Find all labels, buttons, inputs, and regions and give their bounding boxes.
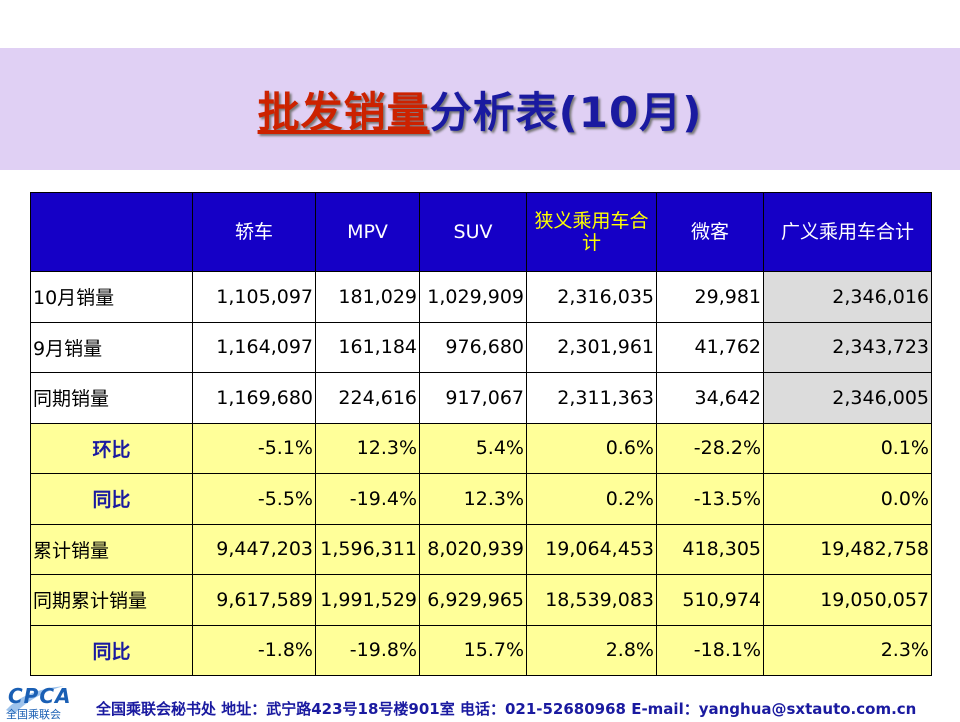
- table-cell: 0.1%: [763, 422, 932, 474]
- header-empty: [30, 192, 193, 272]
- table-row: 环比 -5.1% 12.3% 5.4% 0.6% -28.2% 0.1%: [30, 422, 932, 474]
- row-label: 9月销量: [30, 321, 193, 373]
- table-row: 同比 -5.5% -19.4% 12.3% 0.2% -13.5% 0.0%: [30, 473, 932, 525]
- table-cell: 2.8%: [526, 624, 657, 676]
- table-cell: 41,762: [656, 321, 764, 373]
- table-cell: -18.1%: [656, 624, 764, 676]
- header-sedan: 轿车: [192, 192, 316, 272]
- table-row: 同比 -1.8% -19.8% 15.7% 2.8% -18.1% 2.3%: [30, 624, 932, 676]
- table-row: 10月销量 1,105,097 181,029 1,029,909 2,316,…: [30, 271, 932, 323]
- row-label: 10月销量: [30, 271, 193, 323]
- table-cell: 2,346,005: [763, 372, 932, 424]
- table-cell: 9,447,203: [192, 523, 316, 575]
- table-row: 同期累计销量 9,617,589 1,991,529 6,929,965 18,…: [30, 574, 932, 626]
- sales-table: 轿车 MPV SUV 狭义乘用车合计 微客 广义乘用车合计 10月销量 1,10…: [30, 192, 932, 676]
- table-cell: 418,305: [656, 523, 764, 575]
- table-cell: 18,539,083: [526, 574, 657, 626]
- logo-subtext: 全国乘联会: [6, 708, 61, 721]
- row-label: 环比: [30, 422, 193, 474]
- table-cell: 2,301,961: [526, 321, 657, 373]
- table-cell: 1,029,909: [419, 271, 527, 323]
- row-label: 同比: [30, 624, 193, 676]
- table-cell: 2,346,016: [763, 271, 932, 323]
- table-row: 累计销量 9,447,203 1,596,311 8,020,939 19,06…: [30, 523, 932, 575]
- table-cell: 2,316,035: [526, 271, 657, 323]
- table-cell: 181,029: [315, 271, 420, 323]
- table-cell: 8,020,939: [419, 523, 527, 575]
- table-cell: 2.3%: [763, 624, 932, 676]
- table-cell: 19,050,057: [763, 574, 932, 626]
- table-header-row: 轿车 MPV SUV 狭义乘用车合计 微客 广义乘用车合计: [30, 192, 932, 272]
- table-cell: 5.4%: [419, 422, 527, 474]
- table-cell: 1,169,680: [192, 372, 316, 424]
- table-cell: -19.8%: [315, 624, 420, 676]
- table-cell: 12.3%: [315, 422, 420, 474]
- table-cell: 19,064,453: [526, 523, 657, 575]
- table-cell: 0.0%: [763, 473, 932, 525]
- table-cell: 2,343,723: [763, 321, 932, 373]
- row-label: 累计销量: [30, 523, 193, 575]
- table-cell: 161,184: [315, 321, 420, 373]
- table-cell: -19.4%: [315, 473, 420, 525]
- table-cell: 0.6%: [526, 422, 657, 474]
- table-cell: 19,482,758: [763, 523, 932, 575]
- table-cell: -13.5%: [656, 473, 764, 525]
- cpca-logo-icon: [6, 686, 64, 714]
- header-mpv: MPV: [315, 192, 420, 272]
- table-cell: 2,311,363: [526, 372, 657, 424]
- header-broad-total: 广义乘用车合计: [763, 192, 932, 272]
- title-band: 批发销量 分析表(10月): [0, 48, 960, 170]
- table-cell: 0.2%: [526, 473, 657, 525]
- title-part-1: 批发销量: [257, 87, 430, 137]
- header-narrow-total: 狭义乘用车合计: [526, 192, 657, 272]
- table-cell: 1,105,097: [192, 271, 316, 323]
- header-suv: SUV: [419, 192, 527, 272]
- table-row: 同期销量 1,169,680 224,616 917,067 2,311,363…: [30, 372, 932, 424]
- table-cell: 917,067: [419, 372, 527, 424]
- table-cell: 1,991,529: [315, 574, 420, 626]
- table-cell: -5.1%: [192, 422, 316, 474]
- title-part-2: 分析表(10月): [429, 87, 703, 137]
- logo-text: CPCA: [8, 684, 72, 708]
- table-cell: 6,929,965: [419, 574, 527, 626]
- table-cell: 510,974: [656, 574, 764, 626]
- table-cell: -28.2%: [656, 422, 764, 474]
- row-label: 同期累计销量: [30, 574, 193, 626]
- table-row: 9月销量 1,164,097 161,184 976,680 2,301,961…: [30, 321, 932, 373]
- table-cell: -5.5%: [192, 473, 316, 525]
- table-cell: 224,616: [315, 372, 420, 424]
- table-cell: 29,981: [656, 271, 764, 323]
- row-label: 同比: [30, 473, 193, 525]
- table-cell: 1,164,097: [192, 321, 316, 373]
- page-title: 批发销量 分析表(10月): [0, 48, 960, 170]
- table-cell: -1.8%: [192, 624, 316, 676]
- row-label: 同期销量: [30, 372, 193, 424]
- header-minivan: 微客: [656, 192, 764, 272]
- table-cell: 12.3%: [419, 473, 527, 525]
- footer-contact: 全国乘联会秘书处 地址：武宁路423号18号楼901室 电话：021-52680…: [96, 700, 917, 718]
- table-cell: 15.7%: [419, 624, 527, 676]
- table-cell: 9,617,589: [192, 574, 316, 626]
- table-cell: 1,596,311: [315, 523, 420, 575]
- table-cell: 976,680: [419, 321, 527, 373]
- table-cell: 34,642: [656, 372, 764, 424]
